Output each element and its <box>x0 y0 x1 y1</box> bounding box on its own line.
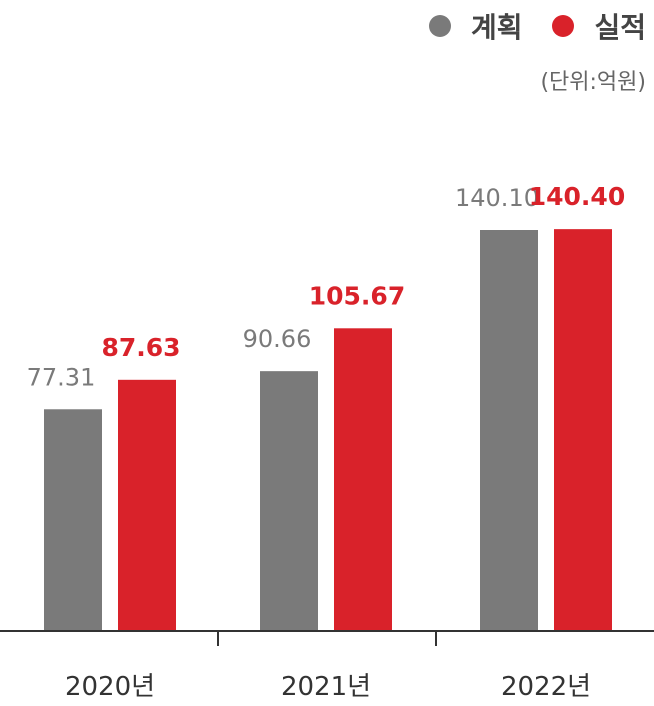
legend-dot-plan-icon <box>428 15 451 37</box>
data-label-plan: 77.31 <box>27 363 96 391</box>
legend-item-plan: 계획 <box>428 6 523 46</box>
x-tick-label: 2022년 <box>501 672 591 702</box>
unit-label: (단위:억원) <box>540 70 646 95</box>
data-label-actual: 87.63 <box>101 333 180 362</box>
legend: 계획 실적 <box>399 6 646 46</box>
x-tick-label: 2021년 <box>281 672 371 702</box>
legend-dot-actual-icon <box>552 15 575 37</box>
data-label-actual: 140.40 <box>529 182 625 211</box>
bar-actual <box>334 328 392 630</box>
legend-label-plan: 계획 <box>470 11 523 44</box>
bar-plan <box>44 409 102 630</box>
legend-label-actual: 실적 <box>594 11 646 44</box>
bar-plan <box>260 371 318 630</box>
bar-actual <box>554 229 612 630</box>
bar-actual <box>118 379 176 630</box>
data-label-actual: 105.67 <box>309 281 405 310</box>
data-label-plan: 90.66 <box>243 325 312 353</box>
legend-item-actual: 실적 <box>552 6 646 46</box>
x-tick-label: 2020년 <box>65 672 155 702</box>
bar-plan <box>480 230 538 630</box>
data-label-plan: 140.10 <box>455 184 539 212</box>
